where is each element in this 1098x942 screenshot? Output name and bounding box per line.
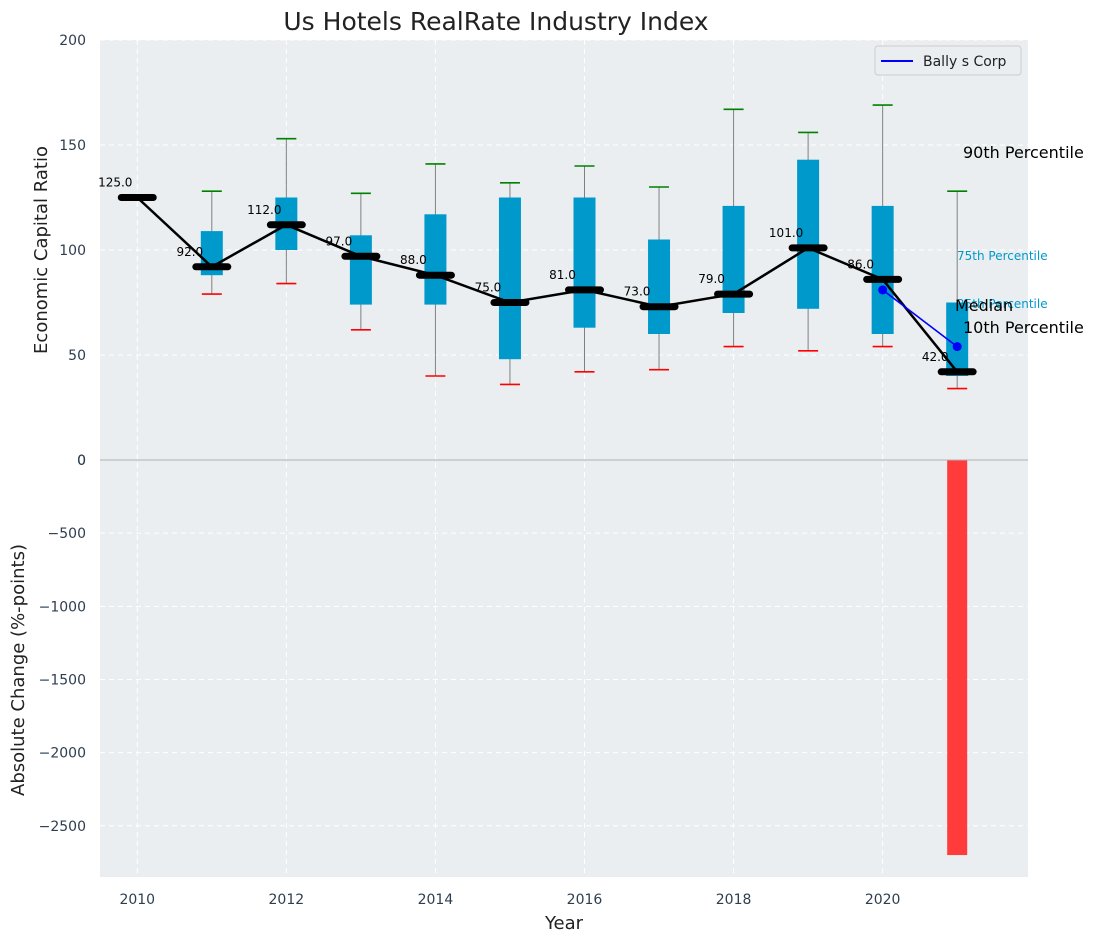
- legend: Bally s Corp: [874, 45, 1022, 76]
- bottom-y-tick-label: −2000: [39, 746, 86, 762]
- median-value-label-2010: 125.0: [98, 176, 132, 190]
- company-point-2020: [878, 285, 888, 295]
- iqr-box-2020: [871, 205, 894, 334]
- iqr-box-2017: [648, 239, 671, 334]
- top-y-tick-label: 50: [68, 348, 86, 364]
- bottom-y-axis-label: Absolute Change (%-points): [8, 544, 29, 796]
- chart-title: Us Hotels RealRate Industry Index: [283, 7, 708, 36]
- annotation-25th-percentile: 25th Percentile: [957, 297, 1048, 311]
- median-value-label-2012: 112.0: [247, 203, 281, 217]
- iqr-box-2018: [722, 205, 745, 313]
- median-value-label-2015: 75.0: [475, 281, 502, 295]
- top-chart: 125.0 92.0 112.0 97.0 88.0 75.0 81.0 73.0 79.0 10…: [98, 104, 977, 390]
- median-value-label-2017: 73.0: [624, 285, 651, 299]
- median-value-label-2011: 92.0: [176, 245, 203, 259]
- median-value-label-2016: 81.0: [549, 268, 576, 282]
- bottom-y-tick-label: −500: [48, 526, 86, 542]
- axes: 0501001502000−500−1000−1500−2000−2500201…: [39, 33, 1028, 908]
- legend-label-bally-s-corp: Bally s Corp: [923, 54, 1007, 70]
- iqr-box-2016: [573, 197, 596, 328]
- legend-box: [874, 45, 1022, 76]
- median-line: [136, 196, 959, 373]
- x-tick-label: 2012: [269, 892, 305, 908]
- median-value-label-2019: 101.0: [769, 226, 803, 240]
- x-tick-label: 2018: [716, 892, 752, 908]
- company-point-2021: [952, 342, 962, 352]
- top-y-tick-label: 200: [59, 33, 86, 49]
- company-line: [882, 289, 958, 348]
- x-tick-label: 2014: [418, 892, 454, 908]
- top-y-axis-label: Economic Capital Ratio: [31, 146, 52, 354]
- x-axis-label: Year: [544, 913, 584, 934]
- x-tick-label: 2010: [119, 892, 155, 908]
- median-value-label-2020: 86.0: [847, 257, 874, 271]
- bottom-chart: [947, 460, 968, 856]
- bottom-y-tick-label: −1000: [39, 599, 86, 615]
- median-value-label-2018: 79.0: [698, 272, 725, 286]
- annotation-10th-percentile: 10th Percentile: [963, 318, 1084, 337]
- x-tick-label: 2016: [567, 892, 603, 908]
- top-y-tick-label: 0: [77, 453, 86, 469]
- annotation-90th-percentile: 90th Percentile: [963, 143, 1084, 162]
- annotation-median: Median: [955, 296, 1013, 315]
- bottom-plot-area: [100, 460, 1028, 877]
- bottom-y-tick-label: −2500: [39, 819, 86, 835]
- change-bar-2021: [947, 460, 968, 856]
- annotation-75th-percentile: 75th Percentile: [957, 249, 1048, 263]
- iqr-box-2013: [349, 235, 372, 305]
- median-value-label-2014: 88.0: [400, 253, 427, 267]
- iqr-box-2019: [797, 159, 820, 309]
- iqr-box-2014: [424, 214, 447, 305]
- bottom-y-tick-label: 0: [77, 453, 86, 469]
- top-y-tick-label: 150: [59, 138, 86, 154]
- x-tick-label: 2020: [865, 892, 901, 908]
- top-y-tick-label: 100: [59, 243, 86, 259]
- iqr-box-2021: [946, 302, 969, 376]
- bottom-y-tick-label: −1500: [39, 672, 86, 688]
- iqr-box-2015: [498, 197, 521, 360]
- median-value-label-2021: 42.0: [922, 350, 949, 364]
- median-value-label-2013: 97.0: [326, 234, 353, 248]
